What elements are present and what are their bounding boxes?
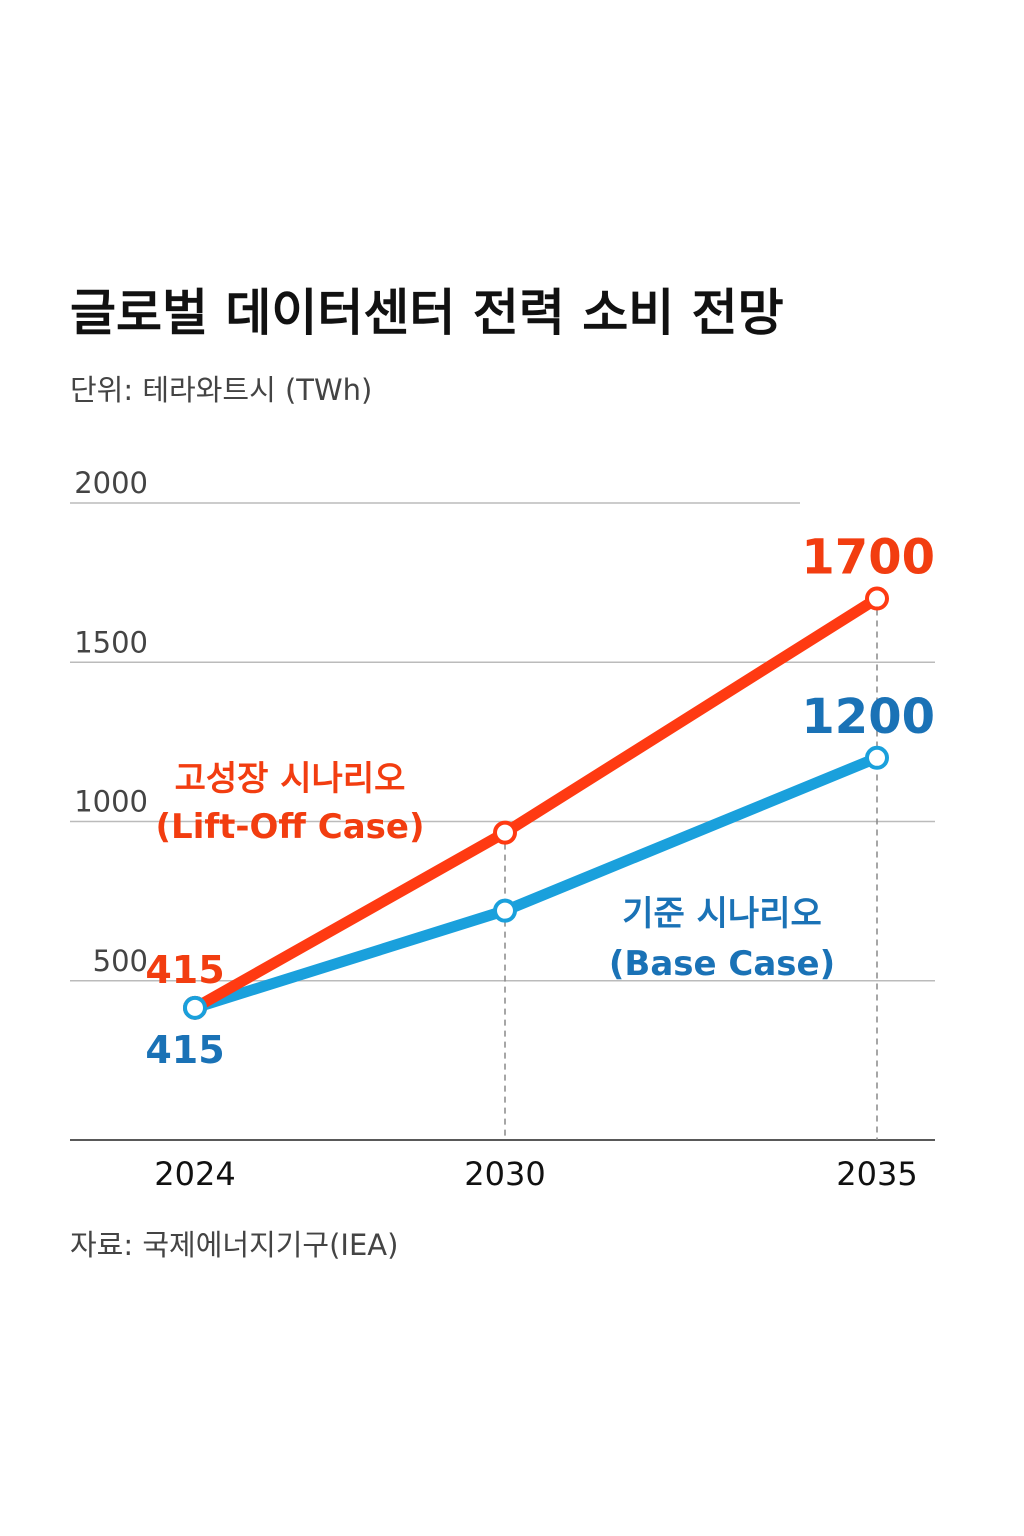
point [865, 745, 889, 770]
x-tick-label: 2035 [836, 1155, 917, 1193]
value-label: 415 [145, 948, 224, 992]
point [493, 820, 517, 845]
point [865, 586, 889, 611]
x-tick-label: 2024 [154, 1155, 235, 1193]
point [183, 995, 207, 1020]
y-tick-label: 2000 [74, 466, 148, 500]
y-tick-label: 1500 [74, 625, 148, 659]
point [493, 898, 517, 923]
series-name-en: (Lift-Off Case) [155, 807, 424, 847]
y-tick-label: 1000 [74, 785, 148, 819]
value-label: 1700 [801, 530, 935, 586]
series-name: 고성장 시나리오 [175, 759, 406, 799]
y-tick-label: 500 [93, 944, 148, 978]
series-name-en: (Base Case) [609, 944, 835, 984]
source: 자료: 국제에너지기구(IEA) [70, 1228, 398, 1262]
x-tick-label: 2030 [464, 1155, 545, 1193]
subtitle: 단위: 테라와트시 (TWh) [70, 373, 372, 407]
series-name: 기준 시나리오 [622, 894, 822, 934]
value-label: 1200 [801, 689, 935, 745]
value-label: 415 [145, 1028, 224, 1072]
chart-title: 글로벌 데이터센터 전력 소비 전망 [70, 284, 784, 342]
